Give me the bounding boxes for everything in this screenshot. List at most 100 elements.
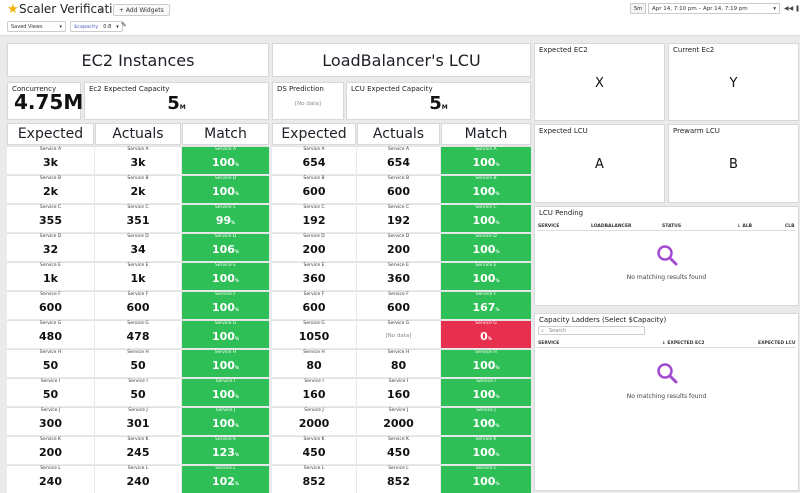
cell-number: 301 [126,417,150,430]
rewind-icon[interactable]: ◀◀ [784,5,794,12]
service-label: Service I [40,379,61,384]
cell-number: 600 [39,301,62,314]
cell-value: 192 [357,214,440,227]
cell-value: 50 [95,388,181,401]
cell-value: 200 [272,243,356,256]
capacity-variable-key: $capacity [74,24,99,30]
cell-value: 852 [357,475,440,488]
cell-value: 450 [357,446,440,459]
lcu-match-cell: Service E 100% [441,262,531,290]
percent-suffix: % [495,249,500,254]
col-service[interactable]: SERVICE [538,224,560,229]
cell-number: 100 [472,475,496,488]
percent-suffix: % [234,452,239,457]
cell-number: 2000 [298,417,330,430]
cell-value: 2k [95,185,181,198]
ec2-actuals-header-text: Actuals [112,126,164,142]
capacity-variable-value: 0.8 [103,24,112,30]
service-label: Service A [39,147,62,152]
cell-value: 102% [182,475,269,488]
service-label: Service B [303,176,325,181]
cell-value: 2000 [357,417,440,430]
search-input[interactable]: ⌕ Search [538,326,645,335]
percent-suffix: % [234,249,239,254]
lcu-expected-capacity-unit: M [441,104,448,111]
cell-number: 102 [212,475,235,488]
cell-value: 301 [95,417,181,430]
percent-suffix: % [495,423,500,428]
ec2-match-cell: Service K 123% [182,436,269,464]
lcu-actuals-header-text: Actuals [372,126,425,142]
percent-suffix: % [495,481,500,486]
ec2-match-cell: Service J 100% [182,407,269,435]
lcu-expected-cell: Service F 600 [272,291,356,319]
cell-value: 200 [357,243,440,256]
lcu-expected-cell: Service C 192 [272,204,356,232]
time-range-picker[interactable]: Apr 14, 7:10 pm – Apr 14, 7:19 pm ▾ [648,3,780,14]
percent-suffix: % [495,365,500,370]
service-label: Service L [215,466,236,471]
percent-suffix: % [234,191,239,196]
col-loadbalancer[interactable]: LOADBALANCER [591,224,632,229]
cell-value: [No data] [357,333,440,339]
percent-suffix: % [495,162,500,167]
time-range-short[interactable]: 5m [630,3,647,14]
ec2-expected-capacity-unit: M [179,104,186,111]
lcu-expected-cell: Service L 852 [272,465,356,493]
ec2-expected-cell: Service H 50 [7,349,94,377]
cell-number: 192 [387,214,410,227]
lcu-actuals-cell: Service E 360 [357,262,440,290]
cell-value: 100% [441,475,531,488]
concurrency-label: Concurrency [12,85,57,93]
percent-suffix: % [231,220,236,225]
cell-number: 100 [212,272,235,285]
cell-number: 192 [302,214,326,227]
col-expected-lcu[interactable]: EXPECTED LCU [758,341,796,346]
pause-icon[interactable]: ❚ [795,5,800,12]
expected-ec2-value: X [595,76,604,91]
ec2-expected-cell: Service L 240 [7,465,94,493]
col-status[interactable]: STATUS [662,224,682,229]
lcu-actuals-cell: Service J 2000 [357,407,440,435]
edit-icon[interactable]: ✎ [121,21,127,29]
ec2-actuals-cell: Service J 301 [95,407,181,435]
ec2-expected-cell: Service A 3k [7,146,94,174]
lcu-match-cell: Service I 100% [441,378,531,406]
add-widgets-button[interactable]: + Add Widgets [113,4,170,16]
cell-number: 100 [212,359,235,372]
lcu-expected-header-text: Expected [281,126,347,142]
cell-value: 100% [182,359,269,372]
cell-value: 478 [95,330,181,343]
capacity-variable[interactable]: $capacity 0.8 ▾ [70,21,123,32]
cell-value: 300 [7,417,94,430]
ec2-match-cell: Service A 100% [182,146,269,174]
chevron-down-icon[interactable]: ⌄ [97,4,105,14]
percent-suffix: % [234,365,239,370]
cell-value: 240 [7,475,94,488]
lcu-actuals-cell: Service A 654 [357,146,440,174]
star-icon[interactable]: ★ [7,2,19,17]
cell-value: 2000 [272,417,356,430]
cell-value: 100% [441,185,531,198]
cell-value: 600 [357,301,440,314]
cell-number: 450 [387,446,410,459]
saved-views-select[interactable]: Saved Views ▾ [7,21,66,32]
cell-value: 480 [7,330,94,343]
service-label: Service J [388,408,409,413]
col-service[interactable]: SERVICE [538,341,560,346]
dashboard-title[interactable]: Scaler Verification [19,2,128,16]
capacity-ladders-table-header: SERVICE ↓ EXPECTED EC2 EXPECTED LCU [537,339,796,348]
lcu-expected-capacity: 5M [347,93,530,114]
ec2-expected-cell: Service F 600 [7,291,94,319]
cell-value: 600 [95,301,181,314]
capacity-ladders-panel: Capacity Ladders (Select $Capacity) ⌕ Sea… [534,313,799,491]
current-ec2-panel: Current Ec2 Y [668,43,799,121]
service-label: Service K [475,437,497,442]
col-expected-ec2[interactable]: ↓ EXPECTED EC2 [662,341,705,346]
cell-number: 478 [126,330,150,343]
col-clb[interactable]: CLB [785,224,795,229]
cell-number: 450 [302,446,326,459]
service-label: Service G [303,321,325,326]
cell-number: 106 [212,243,235,256]
col-alb[interactable]: ↓ ALB [737,224,753,229]
